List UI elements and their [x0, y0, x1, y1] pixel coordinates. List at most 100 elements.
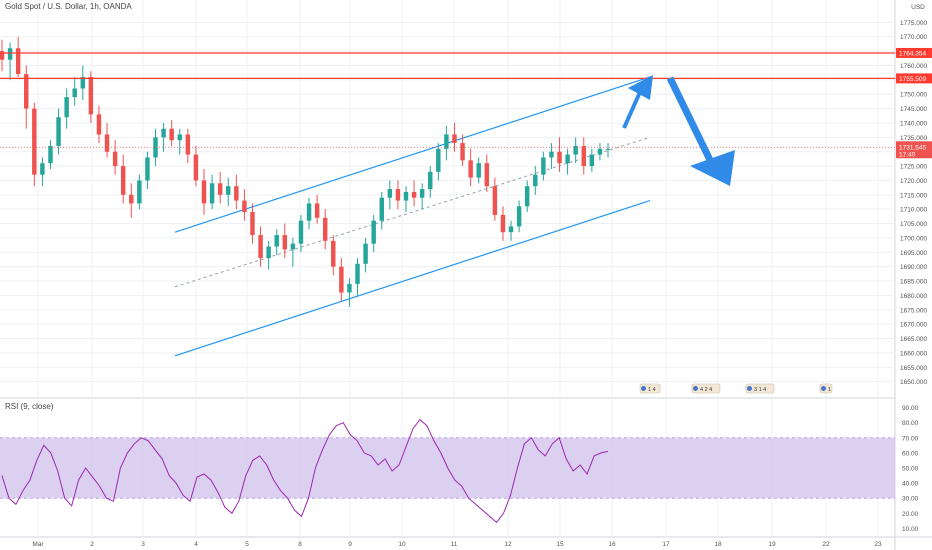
rsi-line [1, 418, 609, 524]
candle-body [193, 154, 199, 181]
channel-upper-line[interactable] [174, 76, 651, 233]
rsi-tick-label: 20.00 [902, 511, 919, 518]
candle-body [145, 157, 150, 181]
candle-body [48, 145, 53, 164]
candle-body [492, 186, 498, 215]
date-tick-label: 10 [398, 541, 406, 548]
event-badge[interactable] [691, 383, 721, 394]
price-tick-label: 1695.000 [900, 250, 927, 257]
date-tick-label: 22 [822, 541, 830, 548]
candle-body [298, 220, 304, 244]
price-tick-label: 1740.000 [900, 120, 927, 127]
candle-body [565, 154, 570, 164]
down-arrow-shaft[interactable] [666, 76, 714, 162]
candle-body [444, 134, 449, 149]
candle-body [234, 186, 239, 201]
candle-body [411, 191, 417, 198]
down-arrow-head[interactable] [690, 150, 735, 186]
price-tick-label: 1770.000 [900, 34, 927, 41]
flag-icon [747, 386, 752, 391]
symbol-title[interactable]: Gold Spot / U.S. Dollar, 1h, OANDA [5, 2, 132, 11]
candle-body [64, 97, 69, 118]
candle-body [209, 183, 215, 204]
candle-body [7, 48, 13, 60]
time-axis[interactable]: Mar 2 3 4 5 8 9 10 11 12 15 16 17 18 19 22 23 [32, 541, 882, 548]
channel-mid-line[interactable] [174, 136, 651, 288]
candle-body [314, 203, 320, 218]
event-badges[interactable]: 1 4 4 2 4 3 1 4 1 [639, 383, 833, 394]
event-badge-label: 3 1 4 [754, 387, 766, 393]
candle-body [403, 191, 409, 201]
candle-body [24, 74, 29, 109]
rsi-tick-label: 40.00 [902, 481, 919, 488]
candle-body [339, 266, 344, 293]
candle-body [226, 186, 231, 195]
level-price-label: 1764.354 [899, 50, 926, 57]
rsi-title[interactable]: RSI (9, close) [5, 402, 54, 411]
rsi-axis[interactable]: 90.00 80.00 70.00 60.00 50.00 40.00 30.00 20.00… [902, 405, 919, 533]
price-tick-label: 1775.000 [900, 20, 927, 27]
candle-body [104, 134, 110, 152]
date-tick-label: 4 [194, 541, 198, 548]
price-tick-label: 1745.000 [900, 106, 927, 113]
candle-body [331, 240, 336, 267]
price-tick-label: 1655.000 [900, 365, 927, 372]
candle-body [15, 48, 21, 75]
date-tick-label: 16 [608, 541, 616, 548]
rsi-tick-label: 30.00 [902, 496, 919, 503]
candle-body [185, 134, 191, 155]
level-price-tag [896, 47, 932, 58]
candle-body [201, 180, 207, 204]
date-tick-label: 18 [714, 541, 722, 548]
candle-body [217, 183, 223, 195]
candle-body [129, 194, 134, 204]
candle-body [32, 108, 37, 175]
forecast-arrows[interactable] [622, 75, 735, 186]
date-tick-label: 19 [768, 541, 776, 548]
date-tick-label: 15 [556, 541, 564, 548]
candle-body [290, 243, 296, 250]
channel-lines[interactable] [174, 76, 651, 357]
candle-body [355, 263, 360, 284]
date-tick-label: 8 [298, 541, 302, 548]
resistance-levels[interactable] [0, 52, 895, 148]
current-price-label: 1731.545 [899, 144, 926, 151]
candle-body [56, 117, 61, 146]
date-tick-label: 17 [662, 541, 670, 548]
price-tick-label: 1715.000 [900, 192, 927, 199]
candle-body [371, 220, 376, 244]
candle-body [460, 143, 465, 161]
candle-body [161, 128, 166, 138]
candle-body [597, 148, 603, 155]
countdown-label: 17:40 [899, 151, 916, 158]
candle-series [0, 36, 611, 307]
price-tick-label: 1760.000 [900, 63, 927, 70]
candle-body [40, 163, 45, 175]
candle-body [484, 163, 490, 187]
candle-body [347, 283, 352, 293]
candle-body [274, 235, 279, 247]
up-arrow-head[interactable] [628, 75, 653, 100]
candle-body [395, 189, 401, 201]
candle-body [428, 171, 433, 190]
current-price-tag [896, 141, 932, 159]
event-badge[interactable] [639, 383, 661, 394]
date-tick-label: 3 [141, 541, 145, 548]
candle-body [0, 51, 5, 60]
level-price-tag [896, 73, 932, 84]
price-tick-label: 1670.000 [900, 322, 927, 329]
currency-label: USD [911, 4, 925, 11]
candle-body [387, 189, 393, 198]
candle-body [363, 243, 368, 264]
channel-lower-line[interactable] [174, 199, 651, 357]
candle-body [88, 76, 94, 115]
date-tick-label: 5 [245, 541, 249, 548]
up-arrow-shaft[interactable] [622, 91, 642, 129]
candle-body [120, 166, 126, 195]
candle-body [476, 163, 481, 178]
price-tick-label: 1675.000 [900, 307, 927, 314]
rsi-tick-label: 70.00 [902, 435, 919, 442]
event-badge[interactable] [745, 383, 775, 394]
candle-body [436, 148, 441, 172]
